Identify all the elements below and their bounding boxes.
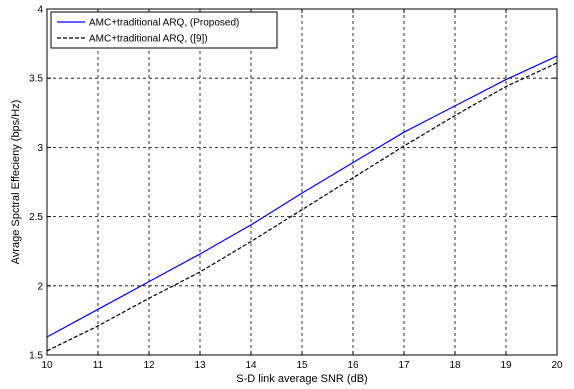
series-layer — [46, 55, 558, 352]
y-tick-label: 2.5 — [29, 212, 43, 223]
x-tick-label: 18 — [449, 360, 461, 371]
y-axis-label: Avrage Spctral Effecieny (bps/Hz) — [10, 100, 22, 265]
grid — [47, 9, 557, 355]
tick-labels: 10 11 12 13 14 15 16 17 18 19 20 1.5 2 2.5 3 3.5 4 — [29, 5, 563, 372]
legend: AMC+traditional ARQ, (Proposed) AMC+tradi… — [50, 11, 278, 49]
x-axis-label: S-D link average SNR (dB) — [236, 373, 367, 385]
legend-box — [50, 11, 278, 49]
x-tick-label: 11 — [93, 360, 104, 371]
x-tick-label: 17 — [398, 360, 410, 371]
y-tick-label: 3.5 — [29, 74, 43, 85]
x-tick-label: 15 — [296, 360, 308, 371]
y-tick-label: 1.5 — [29, 351, 43, 362]
series-line — [46, 62, 558, 352]
legend-entry: AMC+traditional ARQ, ([9]) — [89, 34, 208, 45]
x-tick-label: 20 — [551, 360, 563, 371]
legend-entry: AMC+traditional ARQ, (Proposed) — [89, 18, 239, 29]
y-tick-label: 3 — [37, 143, 43, 154]
x-tick-label: 19 — [500, 360, 512, 371]
y-tick-label: 4 — [37, 5, 43, 16]
x-tick-label: 13 — [194, 360, 206, 371]
x-tick-label: 16 — [347, 360, 359, 371]
axis-ticks — [46, 8, 558, 356]
x-tick-label: 14 — [245, 360, 257, 371]
y-tick-label: 2 — [37, 281, 43, 292]
x-tick-label: 12 — [143, 360, 155, 371]
x-tick-label: 10 — [41, 360, 53, 371]
series-line — [46, 55, 558, 338]
